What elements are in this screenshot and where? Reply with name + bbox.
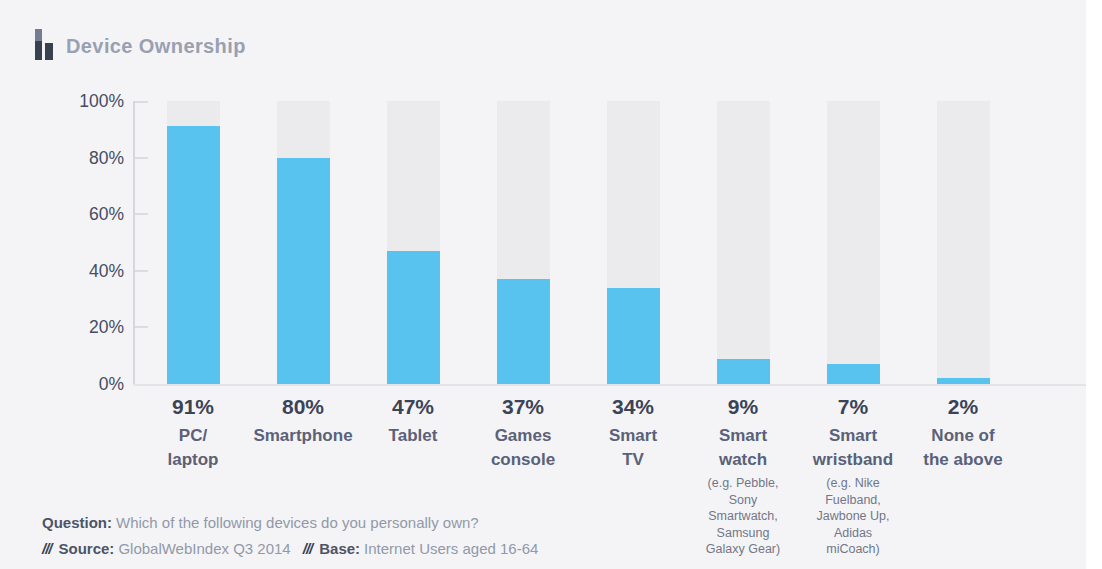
bar-value-label: 9% <box>688 395 798 419</box>
bar-group-none-of-the-above: 2% None of the above <box>908 101 1018 558</box>
slashes-icon: /// <box>303 540 313 557</box>
chart-header: Device Ownership <box>35 29 246 60</box>
base-text: Internet Users aged 16-64 <box>364 540 538 557</box>
bar-category-label: PC/ laptop <box>138 424 248 472</box>
bar-fill <box>497 279 550 384</box>
bar-group-pc-laptop: 91% PC/ laptop <box>138 101 248 558</box>
bar-category-label: Smartphone <box>248 424 358 448</box>
bar-group-smart-watch: 9% Smart watch (e.g. Pebble, Sony Smartw… <box>688 101 798 558</box>
bar-category-label: Smart watch <box>688 424 798 472</box>
bar-category-label: None of the above <box>908 424 1018 472</box>
bar-category-note: (e.g. Pebble, Sony Smartwatch, Samsung G… <box>688 475 798 558</box>
y-axis-tick-label: 20% <box>64 317 124 337</box>
base-label: Base: <box>319 540 360 557</box>
y-axis-tick-label: 60% <box>64 204 124 224</box>
bar-fill <box>277 158 330 384</box>
bar-category-label: Tablet <box>358 424 468 448</box>
bar-group-smart-wristband: 7% Smart wristband (e.g. Nike Fuelband, … <box>798 101 908 558</box>
bar-group-smart-tv: 34% Smart TV <box>578 101 688 558</box>
bar-category-label: Smart TV <box>578 424 688 472</box>
bar-track <box>497 101 550 384</box>
question-text: Which of the following devices do you pe… <box>116 514 479 531</box>
bar-value-label: 34% <box>578 395 688 419</box>
y-axis-tick-label: 40% <box>64 261 124 281</box>
page-title: Device Ownership <box>66 35 246 60</box>
bar-track <box>937 101 990 384</box>
bar-group-tablet: 47% Tablet <box>358 101 468 558</box>
chart-panel: Device Ownership 100% 80% 60% 40% 20% 0% <box>0 0 1086 569</box>
bar-track <box>387 101 440 384</box>
screenshot-canvas: Device Ownership 100% 80% 60% 40% 20% 0% <box>0 0 1102 569</box>
bar-group-smartphone: 80% Smartphone <box>248 101 358 558</box>
bar-category-note: (e.g. Nike Fuelband, Jawbone Up, Adidas … <box>798 475 908 558</box>
bar-chart-icon <box>35 29 53 60</box>
y-axis-tick-label: 100% <box>64 91 124 111</box>
bar-value-label: 2% <box>908 395 1018 419</box>
bar-track <box>827 101 880 384</box>
bar-chart: 100% 80% 60% 40% 20% 0% <box>0 101 1086 558</box>
chart-footer: Question:Which of the following devices … <box>42 505 538 557</box>
question-label: Question: <box>42 514 112 531</box>
bar-value-label: 7% <box>798 395 908 419</box>
bar-fill <box>717 359 770 384</box>
bar-fill <box>937 378 990 384</box>
slashes-icon: /// <box>42 540 52 557</box>
bar-fill <box>387 251 440 384</box>
bar-category-label: Games console <box>468 424 578 472</box>
bar-columns: 91% PC/ laptop 80% Smartphone <box>133 101 1086 558</box>
bar-value-label: 80% <box>248 395 358 419</box>
source-text: GlobalWebIndex Q3 2014 <box>118 540 290 557</box>
bar-track <box>167 101 220 384</box>
bar-value-label: 91% <box>138 395 248 419</box>
bar-track <box>607 101 660 384</box>
bar-fill <box>607 288 660 384</box>
bar-group-games-console: 37% Games console <box>468 101 578 558</box>
bar-track <box>277 101 330 384</box>
y-axis-tick-label: 80% <box>64 148 124 168</box>
source-label: Source: <box>59 540 115 557</box>
plot-area: 91% PC/ laptop 80% Smartphone <box>133 101 1086 558</box>
bar-fill <box>167 126 220 384</box>
source-line: /// Source:GlobalWebIndex Q3 2014 /// Base:… <box>42 540 538 557</box>
bar-track <box>717 101 770 384</box>
bar-category-label: Smart wristband <box>798 424 908 472</box>
question-line: Question:Which of the following devices … <box>42 514 538 531</box>
y-axis: 100% 80% 60% 40% 20% 0% <box>0 101 133 384</box>
y-axis-tick-label: 0% <box>64 374 124 394</box>
bar-value-label: 37% <box>468 395 578 419</box>
bar-fill <box>827 364 880 384</box>
bar-value-label: 47% <box>358 395 468 419</box>
